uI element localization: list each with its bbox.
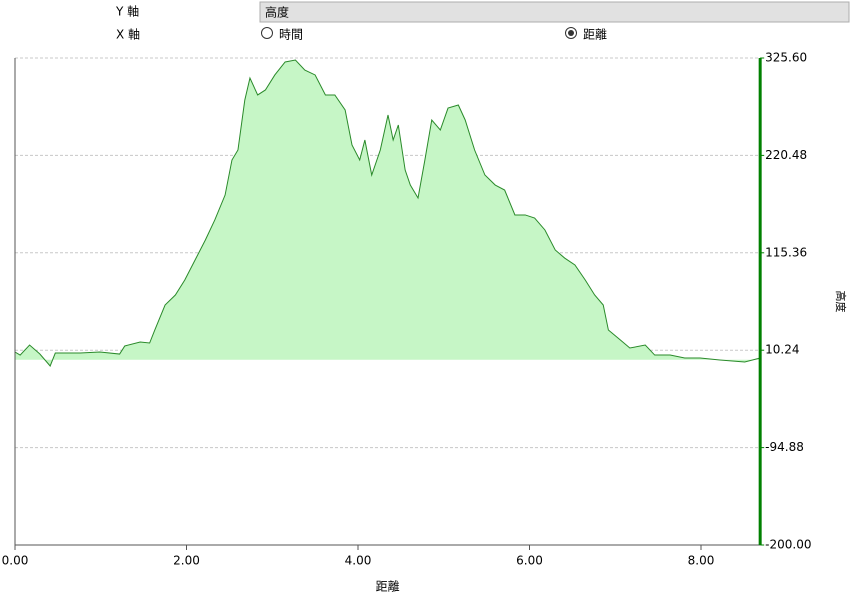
y-tick-label: -200.00: [765, 538, 811, 552]
radio-label: 距離: [583, 28, 607, 42]
x-axis-title: 距離: [376, 580, 400, 594]
x-tick-label: 0.00: [2, 554, 29, 568]
chart: -200.00 -94.88 10.24 115.36 220.48 325.60 0.00…: [2, 51, 848, 594]
y-tick-label: 115.36: [765, 245, 807, 259]
radio-label: 時間: [279, 28, 303, 42]
radio-dot: [568, 30, 574, 36]
y-select[interactable]: [259, 1, 850, 23]
x-tick-label: 6.00: [516, 554, 543, 568]
y-axis-label: Y 軸: [115, 5, 139, 19]
y-tick-label: -94.88: [765, 440, 804, 454]
x-axis-label: X 軸: [116, 28, 140, 42]
area-fill: [15, 60, 761, 366]
x-tick-label: 2.00: [173, 554, 200, 568]
x-tick-label: 8.00: [688, 554, 715, 568]
radio[interactable]: [261, 27, 273, 39]
x-tick-label: 4.00: [345, 554, 372, 568]
elevation-line: [14, 59, 761, 367]
y-tick-label: 10.24: [765, 343, 799, 357]
y-tick-label: 220.48: [765, 148, 807, 162]
y-select-value: 高度: [265, 5, 289, 20]
x-radios: 時間 距離: [261, 27, 607, 42]
y-tick-label: 325.60: [765, 51, 807, 65]
y-axis-title: 高度: [834, 291, 848, 313]
